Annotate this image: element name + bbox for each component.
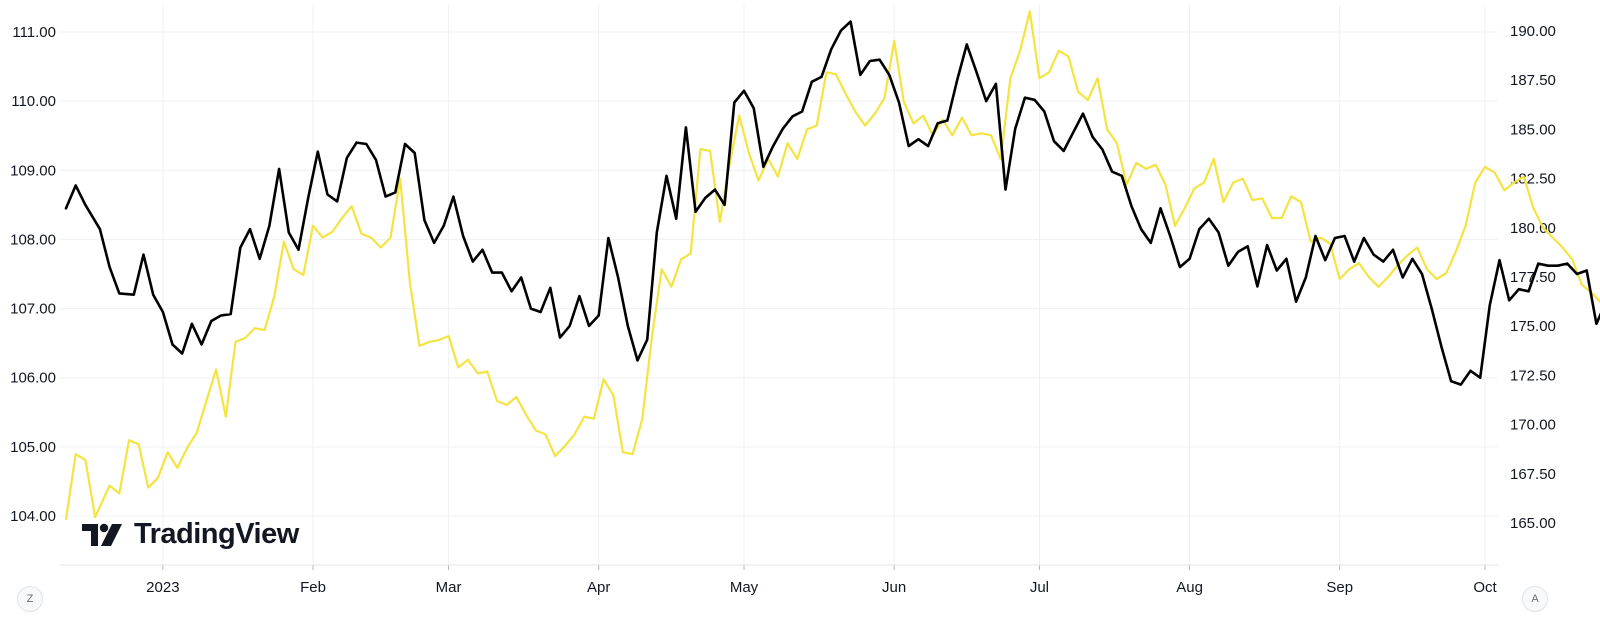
left-tick-label: 106.00 xyxy=(10,370,56,387)
right-tick-label: 185.00 xyxy=(1510,121,1556,138)
left-tick-label: 105.00 xyxy=(10,439,56,456)
left-tick-label: 110.00 xyxy=(11,93,56,110)
x-tick-label: Mar xyxy=(436,579,462,596)
x-tick-label: May xyxy=(730,579,759,596)
x-tick-label: Jul xyxy=(1030,579,1049,596)
left-tick-label: 104.00 xyxy=(10,508,56,525)
series-line-yellow xyxy=(64,10,1600,521)
right-tick-label: 165.00 xyxy=(1510,515,1556,532)
left-tick-label: 109.00 xyxy=(10,162,56,179)
series-layer xyxy=(64,10,1600,521)
auto-scale-button[interactable]: A xyxy=(1522,586,1548,612)
left-axis: 104.00 105.00 106.00 107.00 108.00 109.00 110.… xyxy=(10,24,56,525)
right-tick-label: 167.50 xyxy=(1510,466,1556,483)
timezone-button[interactable]: Z xyxy=(17,586,43,612)
right-tick-label: 182.50 xyxy=(1510,171,1556,188)
x-axis: 2023 Feb Mar Apr May Jun Jul Aug Sep Oct xyxy=(60,564,1498,596)
series-line-black xyxy=(64,20,1600,386)
x-tick-label: Jun xyxy=(882,579,906,596)
x-tick-label: Aug xyxy=(1176,579,1203,596)
left-tick-label: 107.00 xyxy=(10,301,56,318)
right-tick-label: 190.00 xyxy=(1510,23,1556,40)
right-tick-label: 170.00 xyxy=(1510,417,1556,434)
left-tick-label: 111.00 xyxy=(12,24,56,41)
tradingview-mark-icon xyxy=(82,523,122,546)
right-tick-label: 180.00 xyxy=(1510,220,1556,237)
x-tick-label: Sep xyxy=(1326,579,1353,596)
logo-text: TradingView xyxy=(134,518,299,550)
tradingview-logo: TradingView xyxy=(82,518,299,551)
right-tick-label: 175.00 xyxy=(1510,318,1556,335)
x-tick-label: Oct xyxy=(1473,579,1497,596)
x-tick-label: 2023 xyxy=(146,579,179,596)
x-tick-label: Apr xyxy=(587,579,610,596)
left-tick-label: 108.00 xyxy=(10,231,56,248)
right-axis: 165.00167.50170.00172.50175.00177.50180.… xyxy=(1510,23,1556,532)
right-tick-label: 187.50 xyxy=(1510,72,1556,89)
x-tick-label: Feb xyxy=(300,579,326,596)
right-tick-label: 172.50 xyxy=(1510,367,1556,384)
